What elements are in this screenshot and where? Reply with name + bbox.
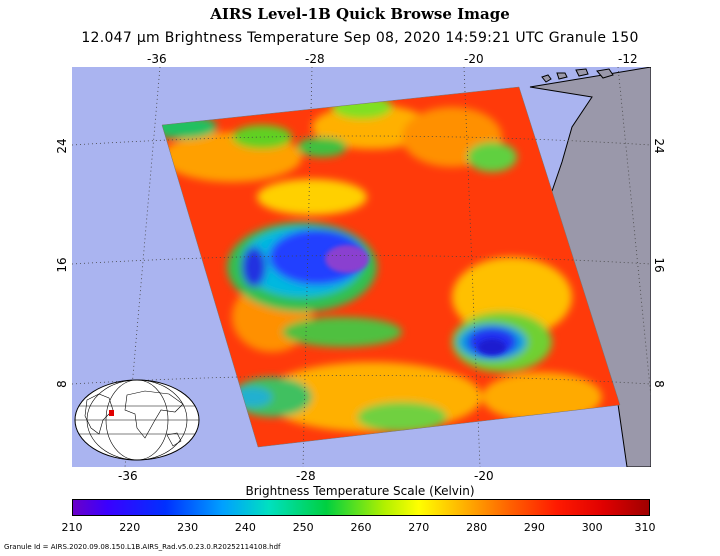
colorbar-label: 300 bbox=[581, 521, 603, 534]
colorbar-label: 210 bbox=[61, 521, 83, 534]
page-title: AIRS Level-1B Quick Browse Image bbox=[210, 5, 510, 23]
island bbox=[541, 74, 552, 83]
lon-tick-bottom: -28 bbox=[296, 469, 316, 483]
lon-tick-top: -20 bbox=[464, 52, 484, 66]
lat-tick-left: 8 bbox=[55, 380, 69, 388]
colorbar-label: 310 bbox=[634, 521, 656, 534]
graticule bbox=[72, 67, 651, 467]
brightness-temperature-map bbox=[72, 67, 651, 467]
temperature-colorbar bbox=[72, 499, 650, 516]
lat-tick-left: 16 bbox=[55, 257, 69, 273]
granule-id-footer: Granule Id = AIRS.2020.09.08.150.L1B.AIR… bbox=[4, 543, 281, 551]
colorbar-label: 280 bbox=[466, 521, 488, 534]
lon-tick-bottom: -36 bbox=[118, 469, 138, 483]
lat-tick-right: 24 bbox=[652, 138, 666, 154]
swath-outline bbox=[161, 86, 621, 448]
colorbar-label: 260 bbox=[350, 521, 372, 534]
island bbox=[575, 68, 589, 77]
lon-tick-top: -28 bbox=[305, 52, 325, 66]
lon-tick-bottom: -20 bbox=[474, 469, 494, 483]
page-subtitle: 12.047 μm Brightness Temperature Sep 08,… bbox=[81, 30, 639, 46]
lon-tick-top: -36 bbox=[147, 52, 167, 66]
colorbar-label: 250 bbox=[292, 521, 314, 534]
colorbar-label: 290 bbox=[523, 521, 545, 534]
island bbox=[556, 72, 568, 80]
lat-tick-left: 24 bbox=[55, 138, 69, 154]
granule-locator-marker bbox=[109, 410, 114, 416]
colorbar-label: 270 bbox=[408, 521, 430, 534]
lat-tick-right: 16 bbox=[652, 257, 666, 273]
island bbox=[596, 68, 614, 79]
colorbar-label: 230 bbox=[177, 521, 199, 534]
lat-tick-right: 8 bbox=[652, 380, 666, 388]
inset-globe bbox=[74, 379, 200, 461]
colorbar-title: Brightness Temperature Scale (Kelvin) bbox=[245, 484, 475, 498]
colorbar-label: 220 bbox=[119, 521, 141, 534]
colorbar-label: 240 bbox=[234, 521, 256, 534]
lon-tick-top: -12 bbox=[618, 52, 638, 66]
